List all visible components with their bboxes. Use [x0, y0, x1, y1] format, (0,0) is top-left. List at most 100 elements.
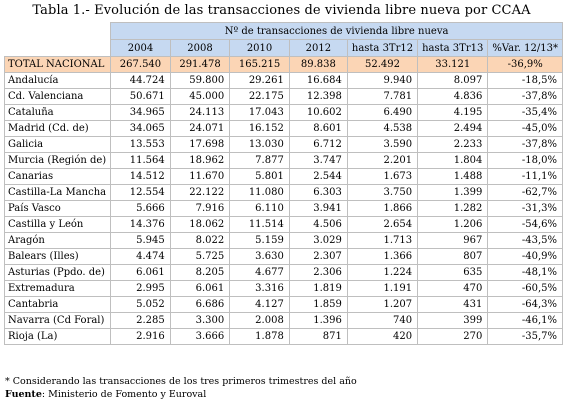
cell: 17.698	[169, 136, 231, 153]
header-blank-cell	[4, 22, 111, 40]
cell: 16.684	[288, 72, 348, 89]
cell: 4.506	[288, 216, 348, 233]
cell: 12.554	[110, 184, 171, 201]
cell: -18,0%	[487, 152, 563, 169]
cell: 52.492	[346, 56, 419, 73]
cell: -46,1%	[487, 312, 563, 329]
table-row: Galicia 13.553 17.698 13.030 6.712 3.590 2.233…	[3, 136, 563, 153]
footnote: * Considerando las transacciones de los …	[5, 376, 357, 387]
cell: 1.191	[346, 280, 419, 297]
row-label: Cantabria	[3, 296, 112, 313]
cell: 4.195	[417, 104, 489, 121]
cell: 45.000	[169, 88, 231, 105]
cell: 34.965	[110, 104, 171, 121]
cell: 1.224	[346, 264, 419, 281]
column-header-hasta-3tr12: hasta 3Tr12	[346, 39, 419, 57]
cell: 34.065	[110, 120, 171, 137]
table-row: Castilla y León 14.376 18.062 11.514 4.506 2.…	[3, 216, 563, 233]
column-header-2012: 2012	[288, 39, 348, 57]
table-row: Balears (Illes) 4.474 5.725 3.630 2.307 1.366…	[3, 248, 563, 265]
cell: 5.725	[169, 248, 231, 265]
cell: -37,8%	[487, 88, 563, 105]
group-header: Nº de transacciones de vivienda libre nu…	[110, 22, 563, 40]
table-row: Asturias (Ppdo. de) 6.061 8.205 4.677 2.306 1…	[3, 264, 563, 281]
table-title: Tabla 1.- Evolución de las transacciones…	[32, 3, 531, 18]
source-text: : Ministerio de Fomento y Euroval	[41, 389, 207, 400]
row-label: Rioja (La)	[3, 328, 112, 345]
row-label: TOTAL NACIONAL	[3, 56, 112, 73]
cell: 270	[417, 328, 489, 345]
cell: 1.819	[288, 280, 348, 297]
cell: 24.113	[169, 104, 231, 121]
row-label: Madrid (Cd. de)	[3, 120, 112, 137]
column-header-2004: 2004	[110, 39, 171, 57]
cell: 1.713	[346, 232, 419, 249]
cell: 871	[288, 328, 348, 345]
group-header-row: Nº de transacciones de vivienda libre nu…	[4, 22, 563, 40]
cell: 4.538	[346, 120, 419, 137]
cell: 16.152	[229, 120, 290, 137]
row-label: Castilla-La Mancha	[3, 184, 112, 201]
row-label: Balears (Illes)	[3, 248, 112, 265]
table-row: Canarias 14.512 11.670 5.801 2.544 1.673 1.488…	[3, 168, 563, 185]
row-label: Cd. Valenciana	[3, 88, 112, 105]
row-label: Galicia	[3, 136, 112, 153]
table-row: Murcia (Región de) 11.564 18.962 7.877 3.747…	[3, 152, 563, 169]
cell: 2.008	[229, 312, 290, 329]
cell: 44.724	[110, 72, 171, 89]
header-blank-cell	[4, 39, 111, 57]
cell: 1.859	[288, 296, 348, 313]
cell: -54,6%	[487, 216, 563, 233]
cell: 1.282	[417, 200, 489, 217]
cell: 13.030	[229, 136, 290, 153]
cell: 1.399	[417, 184, 489, 201]
cell: 6.490	[346, 104, 419, 121]
cell: 8.601	[288, 120, 348, 137]
table-row: Aragón 5.945 8.022 5.159 3.029 1.713 967 -43,5%	[3, 232, 563, 249]
cell: 4.677	[229, 264, 290, 281]
column-header-hasta-3tr13: hasta 3Tr13	[417, 39, 489, 57]
cell: 14.376	[110, 216, 171, 233]
cell: 3.750	[346, 184, 419, 201]
cell: 2.307	[288, 248, 348, 265]
table-row: Extremadura 2.995 6.061 3.316 1.819 1.191 470-…	[3, 280, 563, 297]
table-row: País Vasco 5.666 7.916 6.110 3.941 1.866 1.282…	[3, 200, 563, 217]
cell: 1.804	[417, 152, 489, 169]
table-row: Navarra (Cd Foral) 2.285 3.300 2.008 1.396 74…	[3, 312, 563, 329]
row-label: Asturias (Ppdo. de)	[3, 264, 112, 281]
cell: 1.396	[288, 312, 348, 329]
cell: 17.043	[229, 104, 290, 121]
column-header-row: 2004 2008 2010 2012 hasta 3Tr12 hasta 3T…	[4, 39, 563, 57]
cell: 399	[417, 312, 489, 329]
cell: 1.206	[417, 216, 489, 233]
cell: 7.877	[229, 152, 290, 169]
cell: 8.205	[169, 264, 231, 281]
cell: -18,5%	[487, 72, 563, 89]
cell: -48,1%	[487, 264, 563, 281]
cell: -60,5%	[487, 280, 563, 297]
cell: 291.478	[169, 56, 231, 73]
cell: 33.121	[417, 56, 489, 73]
row-label: País Vasco	[3, 200, 112, 217]
source-line: Fuente: Ministerio de Fomento y Euroval	[5, 388, 357, 401]
cell: 7.916	[169, 200, 231, 217]
cell: 50.671	[110, 88, 171, 105]
table-row: Castilla-La Mancha 12.554 22.122 11.080 6.30…	[3, 184, 563, 201]
cell: 5.945	[110, 232, 171, 249]
cell: 6.686	[169, 296, 231, 313]
table-row: Cataluña 34.965 24.113 17.043 10.602 6.490 4.1…	[3, 104, 563, 121]
cell: 13.553	[110, 136, 171, 153]
cell: 165.215	[229, 56, 290, 73]
column-header-2010: 2010	[229, 39, 290, 57]
row-label: Castilla y León	[3, 216, 112, 233]
cell: 5.666	[110, 200, 171, 217]
cell: 7.781	[346, 88, 419, 105]
row-label: Murcia (Región de)	[3, 152, 112, 169]
cell: 3.300	[169, 312, 231, 329]
cell: 3.747	[288, 152, 348, 169]
cell: 4.836	[417, 88, 489, 105]
cell: 6.303	[288, 184, 348, 201]
cell: 1.866	[346, 200, 419, 217]
source-label: Fuente	[5, 389, 42, 400]
cell: 967	[417, 232, 489, 249]
